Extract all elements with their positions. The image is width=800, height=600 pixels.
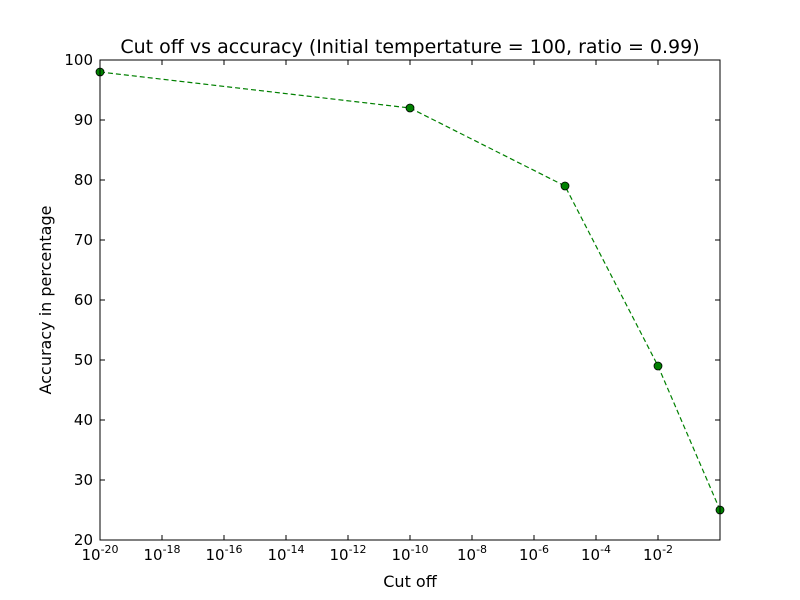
plot-frame: [99, 59, 721, 541]
y-tick-label: 50: [74, 351, 93, 369]
chart-title: Cut off vs accuracy (Initial tempertatur…: [120, 36, 699, 58]
y-tick-label: 40: [74, 411, 93, 429]
x-tick-label: 10-12: [329, 543, 366, 564]
y-tick-label: 60: [74, 291, 93, 309]
y-tick-label: 100: [64, 51, 93, 69]
x-tick-label: 10-16: [205, 543, 242, 564]
x-tick-label: 10-2: [643, 543, 673, 564]
y-axis-ticks: 20 30 40 50 60 70 80 90 100: [64, 51, 720, 549]
plot-area: [100, 60, 720, 540]
x-tick-label: 10-6: [519, 543, 549, 564]
x-tick-label: 10-4: [581, 543, 611, 564]
series-line: [99, 71, 721, 511]
x-tick-label: 10-8: [457, 543, 487, 564]
y-tick-label: 20: [74, 531, 93, 549]
x-tick-label: 10-20: [81, 543, 118, 564]
x-axis-ticks: 10-20 10-18 10-16 10-14 10-12 10-10 10-8 10-6 10…: [81, 60, 673, 564]
x-axis-label: Cut off: [383, 572, 437, 591]
data-point: [405, 103, 415, 113]
data-point: [560, 181, 570, 191]
y-tick-label: 30: [74, 471, 93, 489]
data-point: [653, 361, 663, 371]
x-tick-label: 10-10: [391, 543, 428, 564]
y-axis-label: Accuracy in percentage: [36, 206, 55, 395]
y-tick-label: 90: [74, 111, 93, 129]
x-tick-label: 10-18: [143, 543, 180, 564]
y-tick-label: 70: [74, 231, 93, 249]
x-tick-label: 10-14: [267, 543, 304, 564]
y-tick-label: 80: [74, 171, 93, 189]
